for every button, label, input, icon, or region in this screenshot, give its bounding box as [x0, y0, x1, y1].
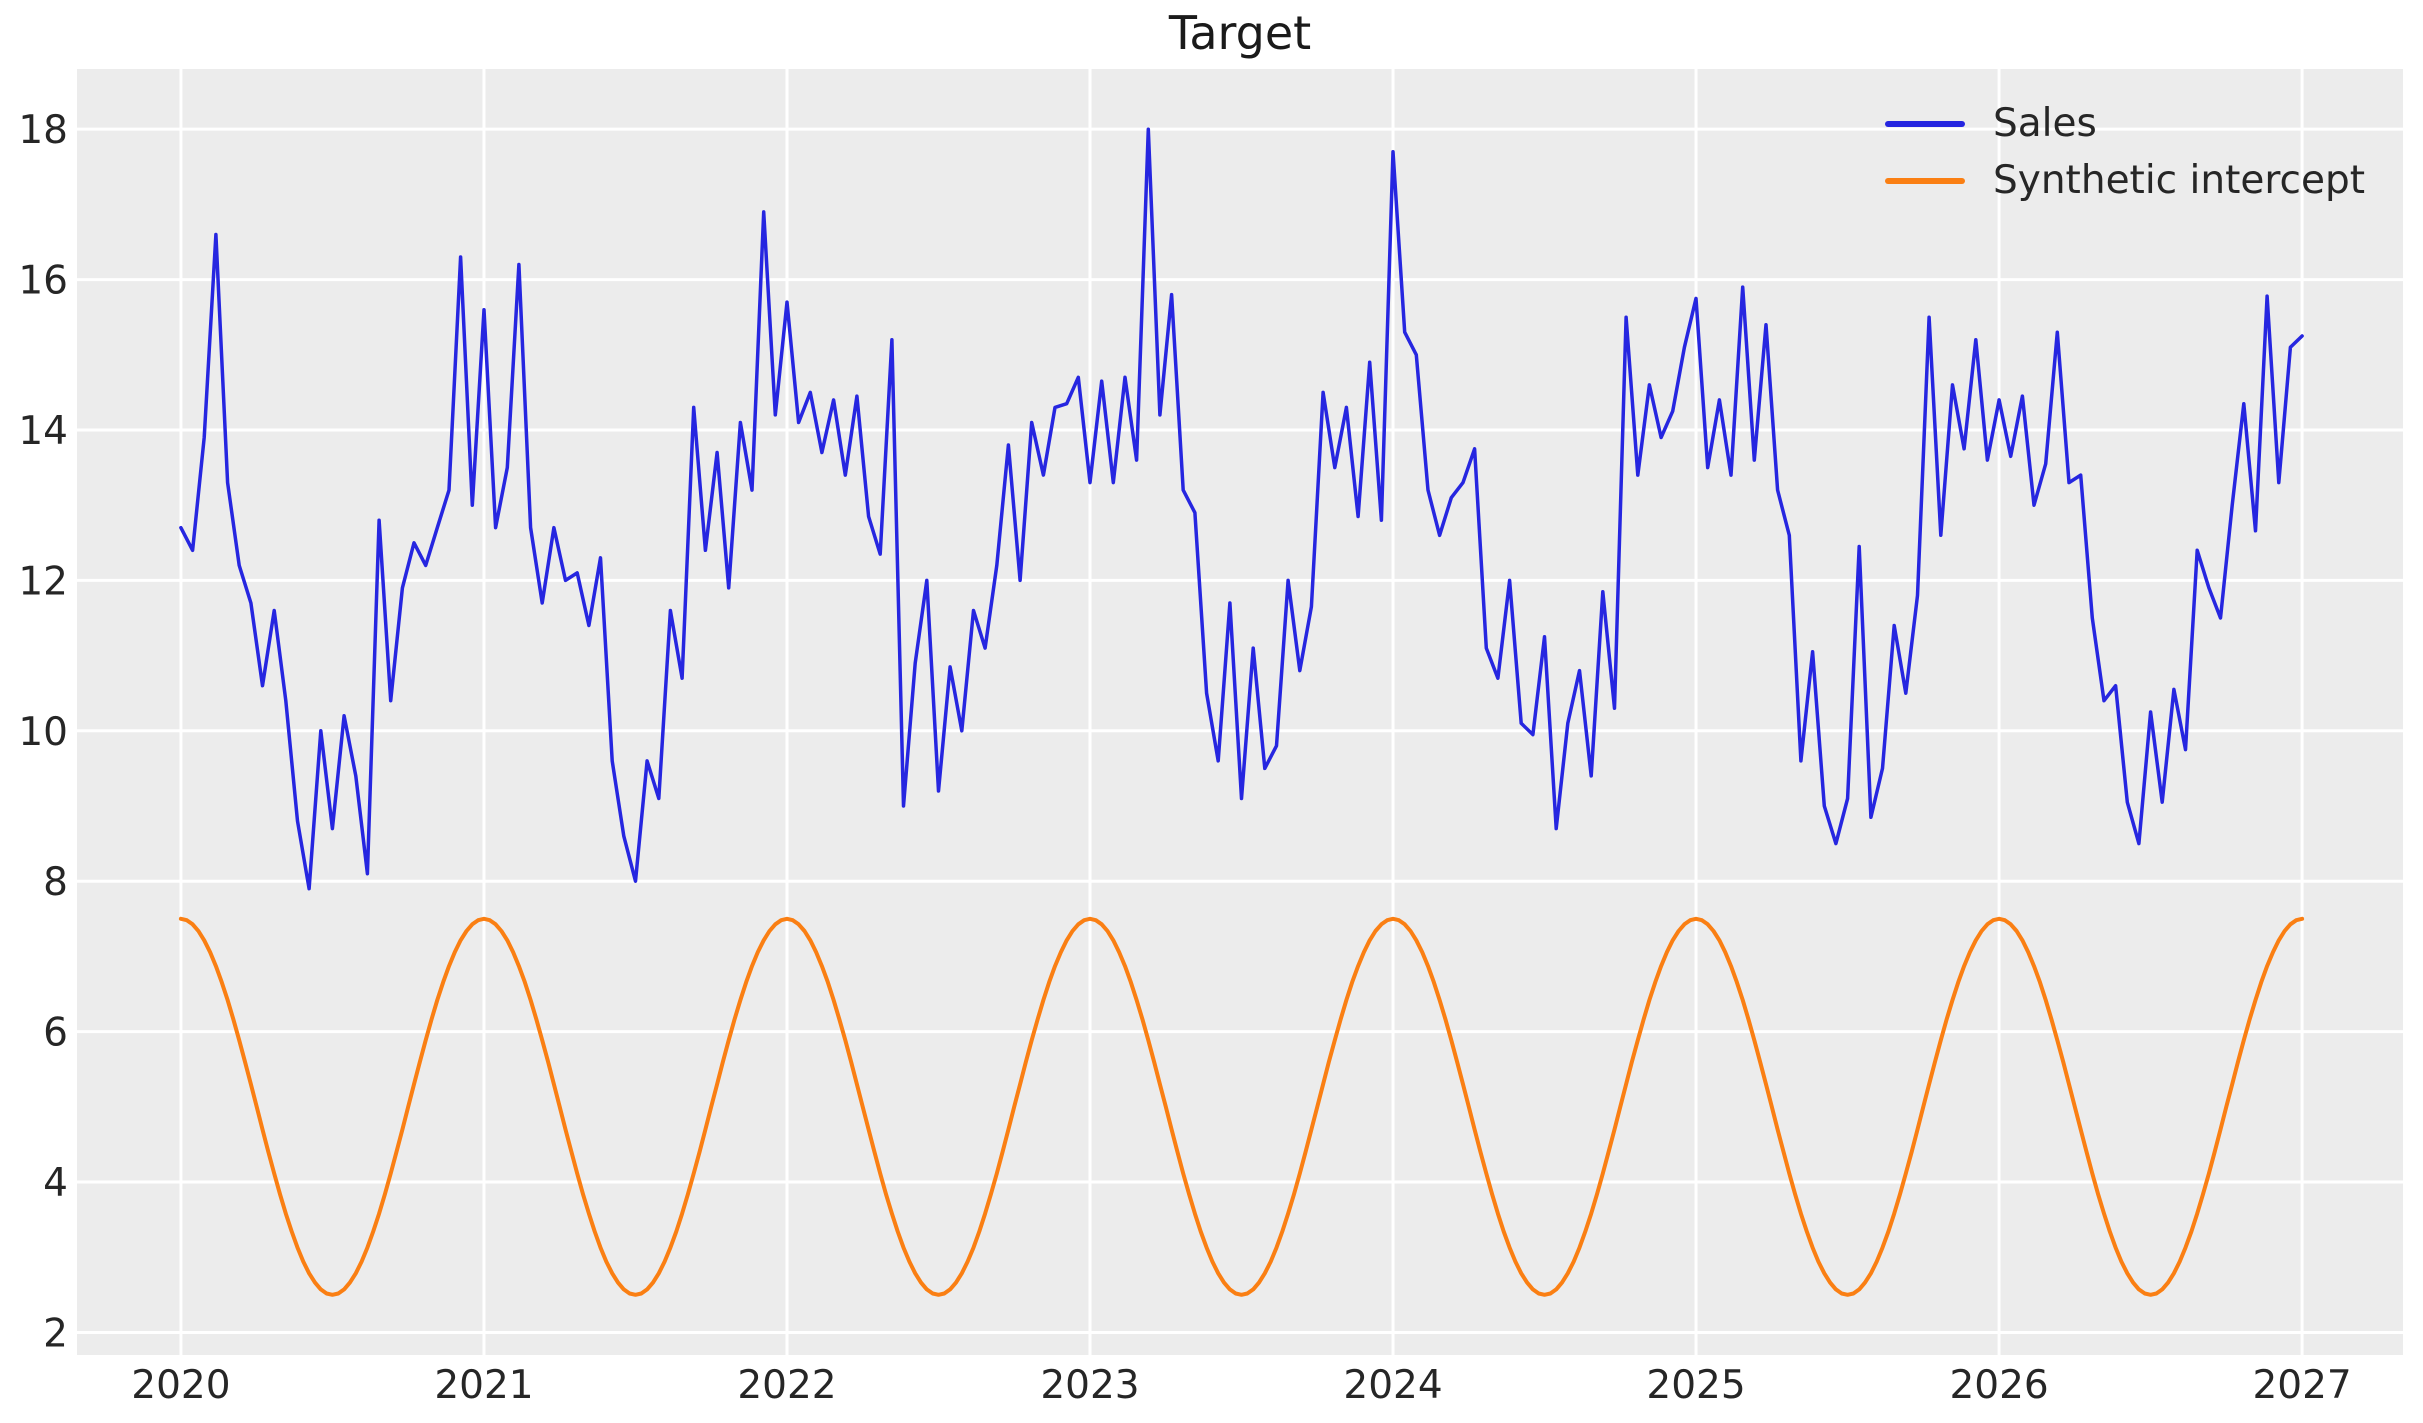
- y-tick-label: 10: [18, 710, 68, 755]
- x-tick-label: 2026: [1949, 1363, 2048, 1408]
- y-tick-label: 16: [18, 259, 68, 304]
- y-tick-label: 14: [18, 409, 68, 454]
- gridlines: [77, 69, 2403, 1355]
- legend: Sales Synthetic intercept: [1885, 95, 2365, 209]
- sales-line-swatch: [1885, 120, 1965, 127]
- x-tick-label: 2021: [434, 1363, 533, 1408]
- chart-title: Target: [1168, 6, 1312, 60]
- tick-labels: 2 4 6 8 10 12 14 16 18 2020 2021 2022 2023 2024 2025 20…: [18, 108, 2351, 1408]
- x-tick-label: 2025: [1646, 1363, 1745, 1408]
- y-tick-label: 12: [18, 559, 68, 604]
- legend-label-synthetic-intercept: Synthetic intercept: [1993, 158, 2366, 203]
- x-tick-label: 2023: [1040, 1363, 1139, 1408]
- x-tick-label: 2027: [2252, 1363, 2351, 1408]
- y-tick-label: 6: [43, 1011, 68, 1056]
- synthetic-intercept-line: [178, 916, 2305, 1297]
- legend-row-sales: Sales: [1885, 95, 2365, 152]
- synthetic-intercept-line-swatch: [1885, 177, 1965, 184]
- x-tick-label: 2022: [737, 1363, 836, 1408]
- y-tick-label: 4: [43, 1161, 68, 1206]
- x-tick-label: 2020: [131, 1363, 230, 1408]
- legend-row-synthetic-intercept: Synthetic intercept: [1885, 152, 2365, 209]
- x-tick-label: 2024: [1343, 1363, 1442, 1408]
- y-tick-label: 18: [18, 108, 68, 153]
- sales-line: [179, 127, 2304, 891]
- y-tick-label: 8: [43, 860, 68, 905]
- plot-area: [77, 69, 2403, 1355]
- series-group: [178, 127, 2305, 1297]
- y-tick-label: 2: [43, 1311, 68, 1356]
- legend-label-sales: Sales: [1993, 101, 2097, 146]
